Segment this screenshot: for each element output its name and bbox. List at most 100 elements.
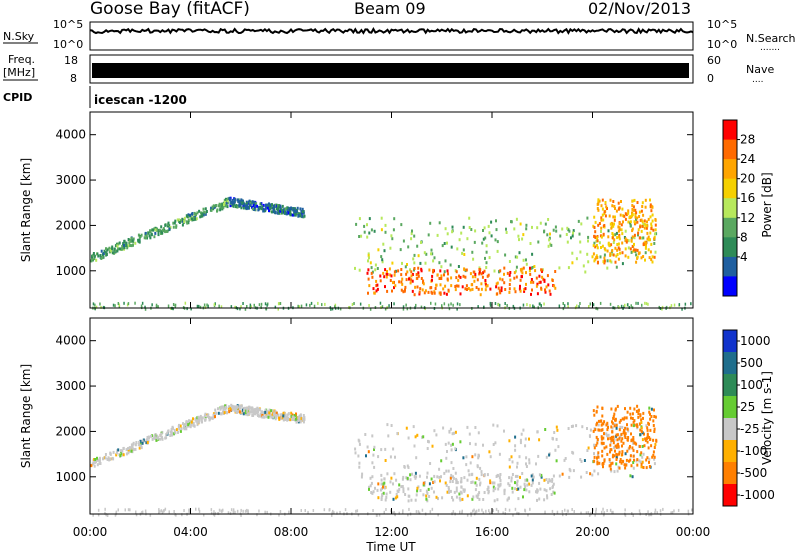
scatter-cell <box>654 508 657 512</box>
scatter-cell <box>643 222 646 226</box>
scatter-cell <box>129 446 132 450</box>
scatter-cell <box>642 466 645 469</box>
scatter-cell <box>644 198 647 202</box>
scatter-cell <box>611 455 614 459</box>
scatter-cell <box>479 481 482 485</box>
scatter-cell <box>618 237 621 241</box>
scatter-cell <box>430 290 433 294</box>
scatter-cell <box>417 266 420 270</box>
scatter-cell <box>494 487 497 491</box>
scatter-cell <box>591 473 594 477</box>
y-tick-label: 4000 <box>55 334 86 348</box>
scatter-cell <box>245 409 248 413</box>
scatter-cell <box>495 219 497 223</box>
scatter-cell <box>442 287 445 291</box>
scatter-cell <box>404 288 406 292</box>
scatter-cell <box>138 446 141 450</box>
colorbar-segment <box>723 256 737 277</box>
scatter-cell <box>515 275 518 279</box>
scatter-cell <box>97 508 100 512</box>
scatter-cell <box>546 494 548 498</box>
scatter-cell <box>551 479 554 483</box>
scatter-cell <box>149 513 152 517</box>
scatter-cell <box>516 255 519 259</box>
scatter-cell <box>525 262 528 266</box>
scatter-cell <box>562 302 564 305</box>
scatter-cell <box>450 245 453 249</box>
colorbar-tick-label: 1000 <box>740 334 771 348</box>
scatter-cell <box>543 302 545 306</box>
scatter-cell <box>223 411 226 415</box>
scatter-cell <box>299 413 302 417</box>
scatter-cell <box>229 408 232 412</box>
scatter-cell <box>480 272 483 276</box>
scatter-cell <box>298 414 301 418</box>
scatter-cell <box>383 477 386 481</box>
scatter-cell <box>633 233 636 237</box>
scatter-cell <box>108 246 111 250</box>
scatter-cell <box>363 224 366 228</box>
scatter-cell <box>474 488 477 492</box>
scatter-cell <box>334 305 336 309</box>
scatter-cell <box>104 507 106 511</box>
scatter-cell <box>400 273 403 277</box>
scatter-cell <box>138 236 141 240</box>
scatter-cell <box>592 224 595 228</box>
scatter-cell <box>510 479 513 483</box>
scatter-cell <box>643 444 646 448</box>
scatter-cell <box>580 511 582 515</box>
scatter-cell <box>616 236 619 240</box>
scatter-cell <box>630 304 632 308</box>
scatter-cell <box>460 480 463 484</box>
scatter-cell <box>175 513 177 517</box>
scatter-cell <box>504 511 506 515</box>
scatter-cell <box>381 260 384 264</box>
scatter-cell <box>147 439 150 443</box>
scatter-cell <box>632 461 635 464</box>
scatter-cell <box>554 286 557 290</box>
scatter-cell <box>523 488 526 492</box>
scatter-cell <box>477 456 480 460</box>
scatter-cell <box>593 446 596 450</box>
scatter-cell <box>295 420 298 424</box>
scatter-cell <box>455 284 458 288</box>
scatter-cell <box>118 247 121 251</box>
scatter-cell <box>596 307 599 311</box>
scatter-cell <box>167 429 170 433</box>
scatter-cell <box>178 221 181 224</box>
scatter-cell <box>535 284 538 288</box>
colorbar-frame <box>722 119 738 297</box>
cpid-panel: CPID icescan -1200 <box>3 86 187 108</box>
scatter-cell <box>622 431 625 435</box>
scatter-cell <box>479 466 482 470</box>
noise-left-tick-top: 10^5 <box>53 18 83 31</box>
scatter-cell <box>578 305 580 309</box>
scatter-cell <box>605 205 608 209</box>
scatter-cell <box>441 496 444 500</box>
scatter-cell <box>426 475 428 479</box>
scatter-cell <box>651 455 654 459</box>
scatter-cell <box>645 424 648 428</box>
scatter-cell <box>465 455 468 459</box>
scatter-cell <box>631 412 634 416</box>
scatter-cell <box>422 282 425 286</box>
scatter-cell <box>431 507 434 511</box>
scatter-cell <box>614 417 617 421</box>
scatter-cell <box>514 435 517 439</box>
scatter-cell <box>619 213 622 217</box>
scatter-cell <box>620 223 623 227</box>
scatter-cell <box>339 510 341 514</box>
scatter-cell <box>321 303 323 307</box>
scatter-cell <box>597 200 600 204</box>
scatter-cell <box>645 302 648 306</box>
scatter-cell <box>370 481 373 485</box>
scatter-cell <box>495 285 498 289</box>
scatter-cell <box>567 266 570 270</box>
scatter-cell <box>196 211 199 215</box>
scatter-cell <box>451 480 454 483</box>
scatter-cell <box>443 471 446 475</box>
scatter-cell <box>627 246 630 250</box>
scatter-cell <box>460 231 463 235</box>
scatter-cell <box>405 303 407 307</box>
scatter-cell <box>587 235 590 239</box>
